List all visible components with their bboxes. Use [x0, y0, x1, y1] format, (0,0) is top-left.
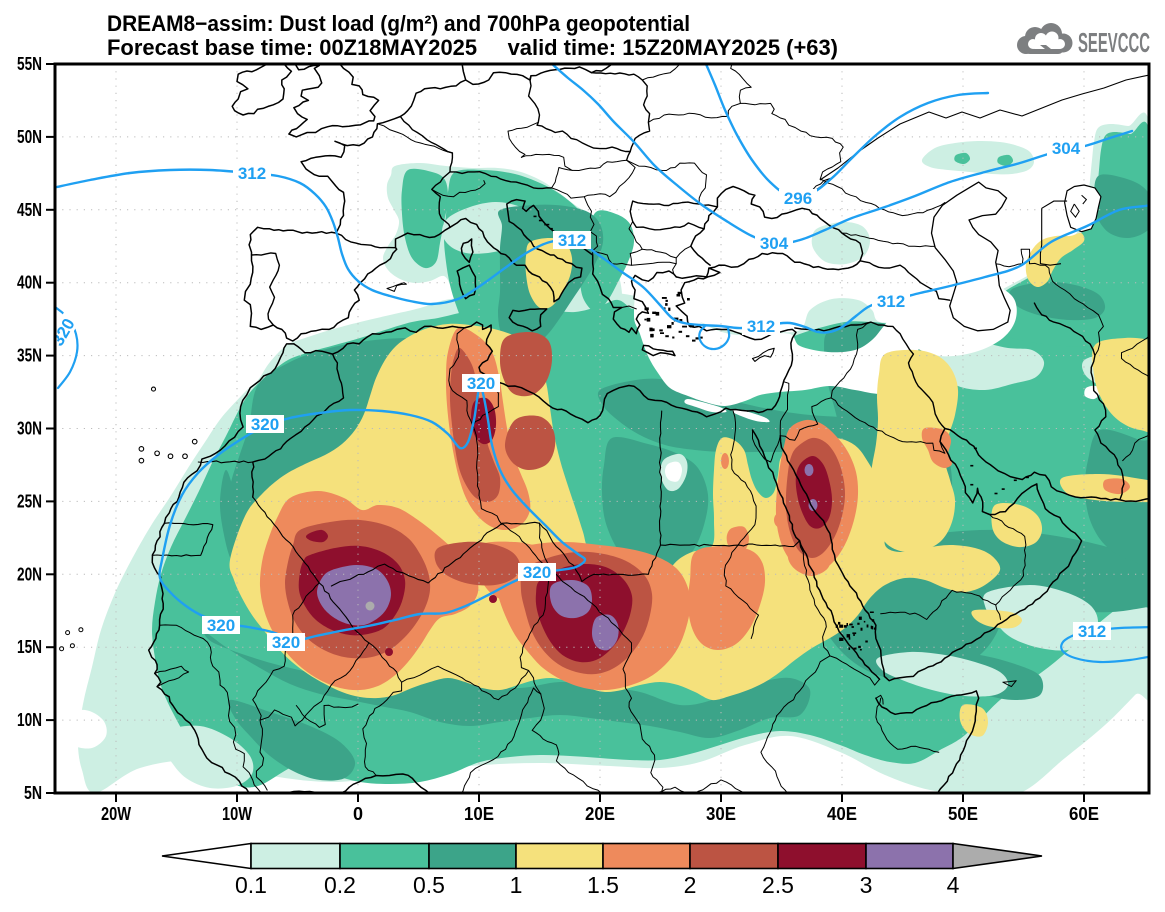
svg-text:Forecast base time: 00Z18MAY20: Forecast base time: 00Z18MAY2025 valid t… — [107, 35, 838, 60]
svg-text:40N: 40N — [17, 273, 42, 293]
svg-text:DREAM8−assim: Dust load (g/m²): DREAM8−assim: Dust load (g/m²) and 700hP… — [107, 11, 690, 36]
svg-text:312: 312 — [747, 317, 775, 336]
svg-text:45N: 45N — [17, 200, 42, 220]
svg-text:10N: 10N — [17, 710, 42, 730]
svg-text:50E: 50E — [948, 804, 978, 824]
svg-text:312: 312 — [1078, 622, 1106, 641]
svg-text:0.2: 0.2 — [324, 872, 356, 898]
svg-text:SEEVCCC: SEEVCCC — [1078, 27, 1150, 58]
svg-text:2: 2 — [684, 872, 697, 898]
svg-text:1: 1 — [510, 872, 523, 898]
svg-text:312: 312 — [877, 292, 905, 311]
svg-text:15N: 15N — [17, 637, 42, 657]
svg-text:320: 320 — [207, 616, 235, 635]
svg-text:0.1: 0.1 — [235, 872, 267, 898]
svg-text:5N: 5N — [24, 783, 42, 803]
svg-text:30N: 30N — [17, 419, 42, 439]
svg-text:20N: 20N — [17, 564, 42, 584]
svg-text:20W: 20W — [101, 804, 131, 824]
svg-text:312: 312 — [238, 164, 266, 183]
svg-text:296: 296 — [784, 189, 812, 208]
svg-text:35N: 35N — [17, 346, 42, 366]
svg-text:10E: 10E — [464, 804, 494, 824]
svg-text:320: 320 — [523, 563, 551, 582]
svg-text:304: 304 — [760, 234, 789, 253]
svg-text:25N: 25N — [17, 491, 42, 511]
svg-text:50N: 50N — [17, 127, 42, 147]
svg-text:0: 0 — [353, 804, 363, 824]
svg-text:10W: 10W — [222, 804, 252, 824]
svg-text:30E: 30E — [706, 804, 736, 824]
svg-text:320: 320 — [272, 633, 300, 652]
svg-text:312: 312 — [558, 231, 586, 250]
svg-text:60E: 60E — [1069, 804, 1099, 824]
svg-text:320: 320 — [467, 374, 495, 393]
svg-text:40E: 40E — [827, 804, 857, 824]
svg-text:320: 320 — [251, 415, 279, 434]
svg-text:55N: 55N — [17, 54, 42, 74]
svg-text:4: 4 — [947, 872, 960, 898]
svg-text:304: 304 — [1052, 139, 1081, 158]
svg-text:1.5: 1.5 — [587, 872, 619, 898]
svg-text:0.5: 0.5 — [413, 872, 445, 898]
svg-text:3: 3 — [860, 872, 873, 898]
svg-text:2.5: 2.5 — [762, 872, 794, 898]
svg-text:20E: 20E — [585, 804, 615, 824]
